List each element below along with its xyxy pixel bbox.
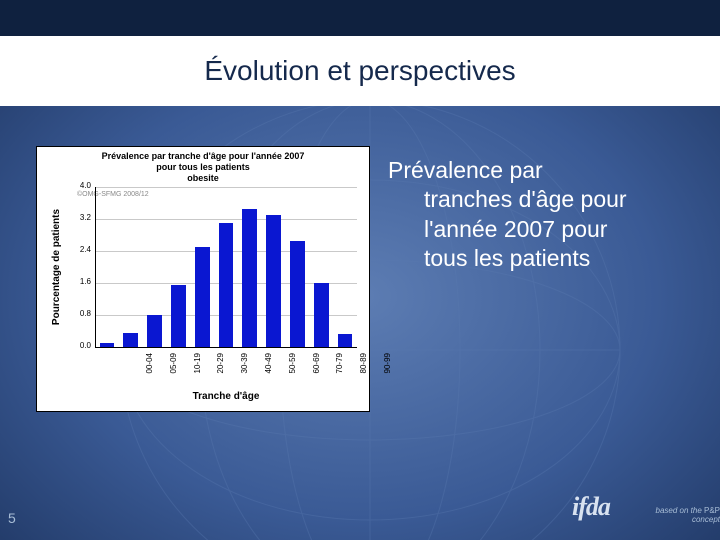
page-number: 5 xyxy=(8,510,16,526)
xtick-label: 20-29 xyxy=(216,353,225,393)
xtick-label: 50-59 xyxy=(288,353,297,393)
ytick-label: 4.0 xyxy=(61,181,91,190)
xtick-label: 60-69 xyxy=(312,353,321,393)
grid-line xyxy=(95,187,357,188)
body-text: Prévalence partranches d'âge pourl'année… xyxy=(388,156,698,274)
ytick-label: 1.6 xyxy=(61,277,91,286)
bar xyxy=(147,315,162,347)
ytick-label: 0.8 xyxy=(61,309,91,318)
chart-plot-area: 0.00.81.62.43.24.000-0405-0910-1920-2930… xyxy=(95,187,357,347)
footer-tagline: based on the P&P concept xyxy=(630,506,720,524)
bar xyxy=(338,334,353,347)
slide: Évolution et perspectives Prévalence par… xyxy=(0,0,720,540)
xtick-label: 30-39 xyxy=(240,353,249,393)
y-axis-line xyxy=(95,187,96,347)
xtick-label: 70-79 xyxy=(335,353,344,393)
slide-title: Évolution et perspectives xyxy=(0,55,720,87)
ytick-label: 2.4 xyxy=(61,245,91,254)
bar xyxy=(123,333,138,347)
bar xyxy=(219,223,234,347)
ytick-label: 3.2 xyxy=(61,213,91,222)
xtick-label: 90-99 xyxy=(383,353,392,393)
bar xyxy=(171,285,186,347)
xtick-label: 00-04 xyxy=(145,353,154,393)
chart-title: Prévalence par tranche d'âge pour l'anné… xyxy=(37,151,369,183)
bar xyxy=(100,343,115,347)
chart-ylabel: Pourcentage de patients xyxy=(51,187,62,347)
logo: ifda xyxy=(572,492,610,522)
bar xyxy=(290,241,305,347)
xtick-label: 05-09 xyxy=(169,353,178,393)
grid-line xyxy=(95,219,357,220)
bar xyxy=(314,283,329,347)
bar xyxy=(195,247,210,347)
bar xyxy=(266,215,281,347)
grid-line xyxy=(95,347,357,348)
xtick-label: 40-49 xyxy=(264,353,273,393)
xtick-label: 80-89 xyxy=(359,353,368,393)
ytick-label: 0.0 xyxy=(61,341,91,350)
title-band: Évolution et perspectives xyxy=(0,36,720,106)
bar xyxy=(242,209,257,347)
chart-container: Prévalence par tranche d'âge pour l'anné… xyxy=(36,146,370,412)
xtick-label: 10-19 xyxy=(193,353,202,393)
